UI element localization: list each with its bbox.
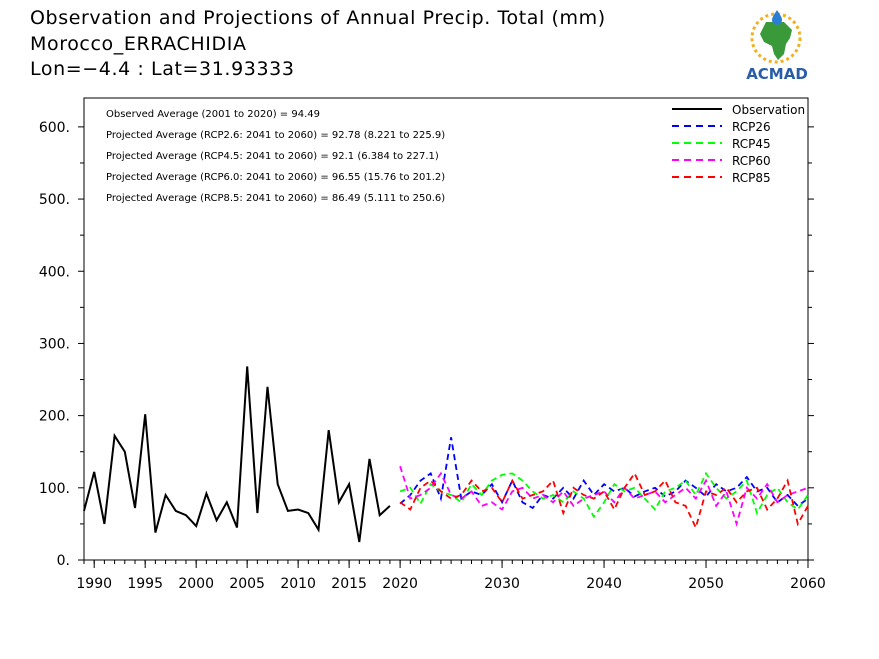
- logo-text: ACMAD: [746, 65, 808, 83]
- chart-legend: Observation RCP26 RCP45 RCP60 RCP85: [672, 103, 805, 185]
- y-tick-label: 200.: [39, 409, 70, 425]
- legend-label: RCP26: [732, 120, 771, 134]
- acmad-logo: ACMAD: [736, 8, 818, 84]
- legend-label: RCP60: [732, 154, 771, 168]
- average-annotation: Observed Average (2001 to 2020) = 94.49: [106, 109, 320, 120]
- average-annotation: Projected Average (RCP8.5: 2041 to 2060)…: [106, 193, 445, 204]
- chart-annotations: Observed Average (2001 to 2020) = 94.49 P…: [106, 109, 445, 204]
- series-line-rcp26: [399, 437, 809, 510]
- series-line-rcp45: [399, 471, 809, 519]
- legend-label: Observation: [732, 103, 805, 117]
- y-tick-label: 500.: [39, 192, 70, 208]
- x-tick-label: 2020: [382, 576, 418, 592]
- series-line-observation: [83, 366, 391, 543]
- x-tick-label: 2030: [484, 576, 520, 592]
- y-tick-label: 0.: [57, 553, 70, 569]
- average-annotation: Projected Average (RCP6.0: 2041 to 2060)…: [106, 172, 445, 183]
- chart-series: [83, 366, 809, 543]
- station-coordinates: Lon=−4.4 : Lat=31.93333: [30, 58, 295, 80]
- chart-axes: 0. 100. 200. 300. 400. 500. 600. 1990 1995 2000 20…: [39, 97, 826, 592]
- x-tick-label: 2010: [280, 576, 316, 592]
- average-annotation: Projected Average (RCP4.5: 2041 to 2060)…: [106, 151, 439, 162]
- x-tick-label: 2015: [331, 576, 367, 592]
- y-tick-label: 300.: [39, 336, 70, 352]
- y-tick-label: 100.: [39, 481, 70, 497]
- x-tick-label: 2050: [688, 576, 724, 592]
- x-tick-label: 1995: [127, 576, 163, 592]
- x-tick-label: 2005: [229, 576, 265, 592]
- plot-frame: [83, 97, 809, 561]
- x-tick-label: 2000: [178, 576, 214, 592]
- series-line-rcp60: [399, 465, 809, 528]
- y-tick-label: 600.: [39, 120, 70, 136]
- x-tick-label: 2060: [790, 576, 826, 592]
- series-line-rcp85: [399, 471, 809, 531]
- legend-label: RCP85: [732, 171, 771, 185]
- x-tick-label: 1990: [76, 576, 112, 592]
- acmad-emblem-icon: ACMAD: [746, 10, 808, 83]
- x-tick-label: 2040: [586, 576, 622, 592]
- chart-title: Observation and Projections of Annual Pr…: [30, 7, 606, 29]
- station-name: Morocco_ERRACHIDIA: [30, 33, 247, 55]
- y-tick-label: 400.: [39, 264, 70, 280]
- legend-label: RCP45: [732, 137, 771, 151]
- average-annotation: Projected Average (RCP2.6: 2041 to 2060)…: [106, 130, 445, 141]
